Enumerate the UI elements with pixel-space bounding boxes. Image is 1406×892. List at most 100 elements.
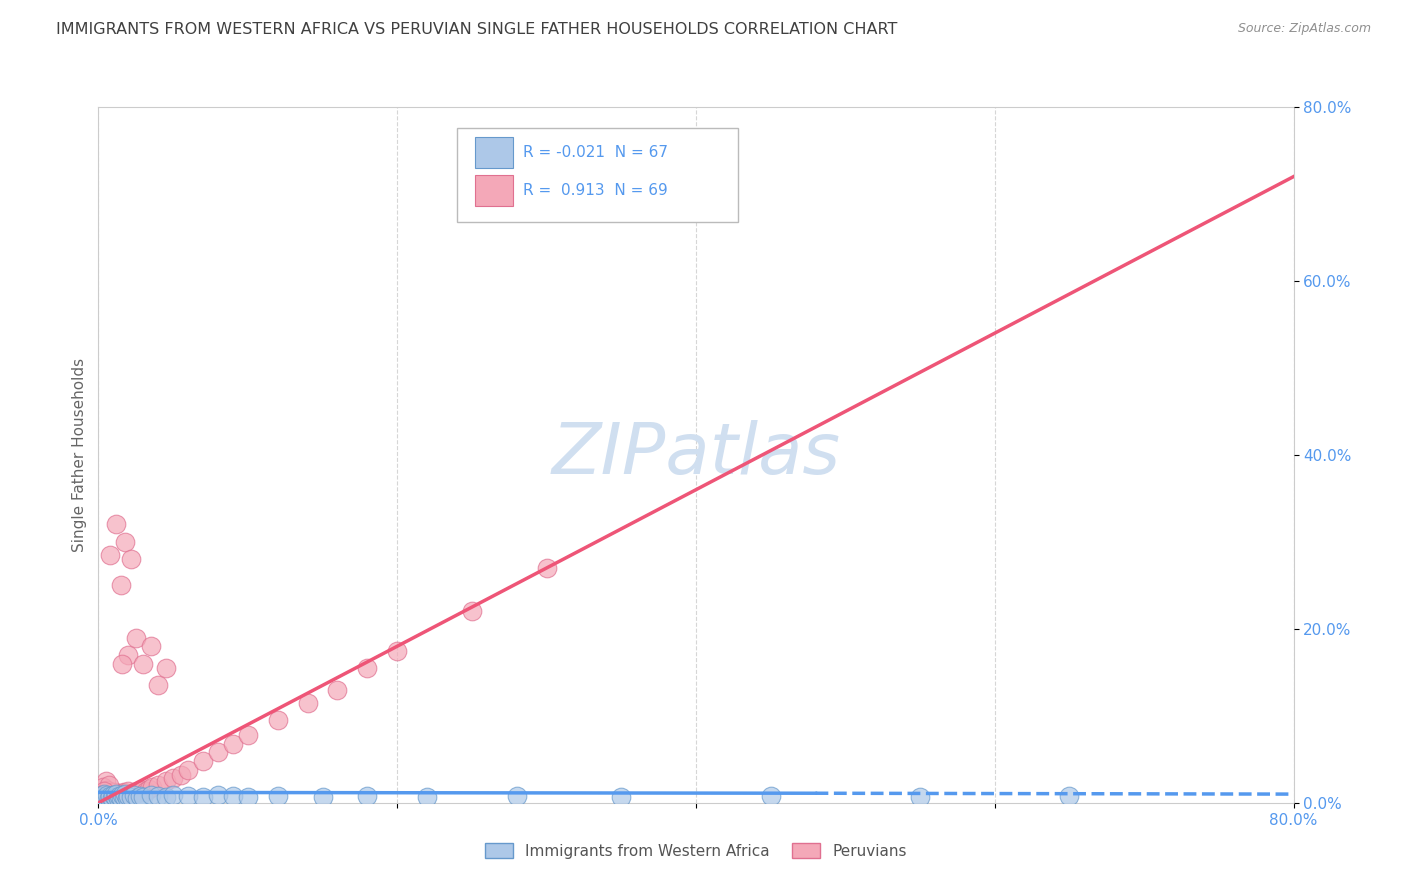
Point xyxy=(129,789,152,803)
Point xyxy=(89,789,111,804)
Point xyxy=(207,745,229,759)
Point xyxy=(135,784,157,798)
Point xyxy=(132,657,155,671)
Point xyxy=(267,713,290,727)
Point xyxy=(267,789,290,803)
Point xyxy=(506,789,529,803)
Point xyxy=(125,631,148,645)
Point xyxy=(356,789,378,803)
Point xyxy=(96,782,118,797)
Point xyxy=(89,789,111,803)
Point xyxy=(96,788,118,802)
Point xyxy=(127,790,149,805)
Point xyxy=(236,789,259,804)
Point xyxy=(120,552,142,566)
Point xyxy=(356,661,378,675)
Point xyxy=(101,785,124,799)
Point xyxy=(120,787,142,801)
Point xyxy=(326,682,349,697)
FancyBboxPatch shape xyxy=(475,137,513,168)
Point xyxy=(139,639,162,653)
Point xyxy=(115,790,138,805)
Text: R =  0.913  N = 69: R = 0.913 N = 69 xyxy=(523,183,668,198)
Point xyxy=(155,774,177,789)
Y-axis label: Single Father Households: Single Father Households xyxy=(72,358,87,552)
Point xyxy=(117,784,139,798)
Point xyxy=(115,788,138,802)
Point xyxy=(100,786,122,800)
Point xyxy=(96,788,118,802)
Point xyxy=(94,789,117,803)
Point xyxy=(90,788,112,802)
Point xyxy=(90,789,112,803)
Point xyxy=(536,561,558,575)
Point xyxy=(87,791,110,805)
Point xyxy=(112,789,135,804)
Point xyxy=(132,782,155,797)
Point xyxy=(93,787,115,801)
Point xyxy=(112,785,135,799)
Point xyxy=(94,789,117,804)
Point xyxy=(114,534,136,549)
Point xyxy=(117,648,139,662)
Point xyxy=(148,789,170,803)
Point xyxy=(177,763,200,777)
Point xyxy=(177,789,200,803)
Text: Source: ZipAtlas.com: Source: ZipAtlas.com xyxy=(1237,22,1371,36)
Legend: Immigrants from Western Africa, Peruvians: Immigrants from Western Africa, Peruvian… xyxy=(479,837,912,864)
Point xyxy=(610,789,633,804)
Point xyxy=(129,783,152,797)
Point xyxy=(311,789,333,804)
Point xyxy=(132,789,155,804)
Point xyxy=(162,772,184,786)
Point xyxy=(105,789,128,803)
Point xyxy=(155,789,177,804)
Point xyxy=(141,780,163,794)
Point xyxy=(416,789,439,804)
Point xyxy=(87,791,110,805)
Point xyxy=(97,790,120,805)
Point xyxy=(108,788,131,802)
Point xyxy=(110,578,132,592)
Point xyxy=(110,791,132,805)
Point xyxy=(91,790,114,805)
Point xyxy=(108,789,131,803)
Point xyxy=(90,789,112,803)
Point xyxy=(91,790,114,805)
Text: ZIPatlas: ZIPatlas xyxy=(551,420,841,490)
Point xyxy=(114,787,136,801)
FancyBboxPatch shape xyxy=(475,175,513,206)
Point xyxy=(169,768,191,782)
Point xyxy=(94,774,117,789)
Text: IMMIGRANTS FROM WESTERN AFRICA VS PERUVIAN SINGLE FATHER HOUSEHOLDS CORRELATION : IMMIGRANTS FROM WESTERN AFRICA VS PERUVI… xyxy=(56,22,897,37)
Point xyxy=(148,678,170,692)
Point xyxy=(103,788,125,802)
Point xyxy=(236,728,259,742)
Point xyxy=(111,657,134,671)
Point xyxy=(461,605,484,619)
Point xyxy=(101,790,124,805)
Point xyxy=(148,778,170,792)
Point xyxy=(117,789,139,803)
Text: R = -0.021  N = 67: R = -0.021 N = 67 xyxy=(523,145,668,160)
Point xyxy=(97,778,120,792)
Point xyxy=(104,785,127,799)
Point xyxy=(385,643,409,657)
Point xyxy=(107,790,129,805)
Point xyxy=(222,737,245,751)
Point xyxy=(207,788,229,802)
Point xyxy=(89,791,111,805)
Point xyxy=(107,787,129,801)
Point xyxy=(91,780,114,794)
Point xyxy=(103,788,125,802)
Point xyxy=(93,787,115,801)
Point xyxy=(110,786,132,800)
Point xyxy=(100,548,122,562)
Point xyxy=(138,781,160,796)
Point xyxy=(97,791,120,805)
Point xyxy=(105,787,128,801)
Point xyxy=(111,789,134,803)
Point xyxy=(124,788,146,802)
Point xyxy=(91,790,114,805)
Point xyxy=(155,661,177,675)
